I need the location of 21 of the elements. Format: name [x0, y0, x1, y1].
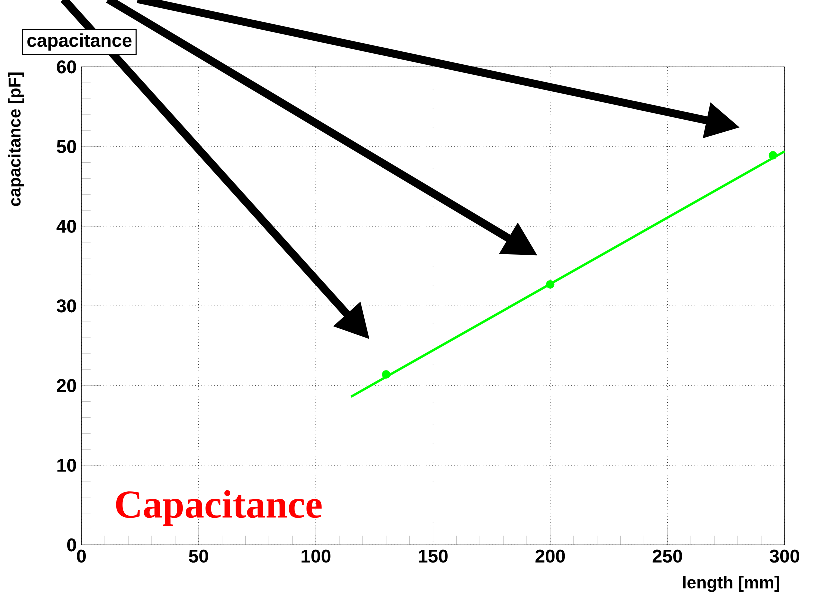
x-tick-label: 0 — [77, 550, 86, 563]
x-tick-label: 100 — [302, 550, 331, 563]
x-tick-label: 50 — [189, 550, 208, 563]
x-tick-label: 300 — [770, 550, 800, 563]
point — [768, 151, 778, 160]
x-axis-title: length [mm] — [683, 576, 780, 592]
y-tick-label: 40 — [56, 220, 76, 233]
y-tick-label: 0 — [67, 538, 76, 552]
y-tick-label: 50 — [57, 140, 76, 154]
y-tick-label: 60 — [57, 60, 76, 74]
y-axis-title: capacitance [pF] — [8, 72, 24, 206]
point — [382, 370, 391, 379]
x-tick-label: 150 — [419, 550, 448, 563]
y-tick-label: 30 — [56, 300, 76, 313]
x-tick-label: 250 — [652, 550, 682, 563]
x-tick-label: 200 — [536, 550, 566, 563]
chart-title: capacitance — [28, 34, 132, 51]
y-tick-label: 10 — [58, 458, 76, 472]
y-tick-label: 20 — [57, 379, 76, 392]
point — [546, 280, 555, 289]
annotation: Capacitance — [116, 490, 322, 526]
